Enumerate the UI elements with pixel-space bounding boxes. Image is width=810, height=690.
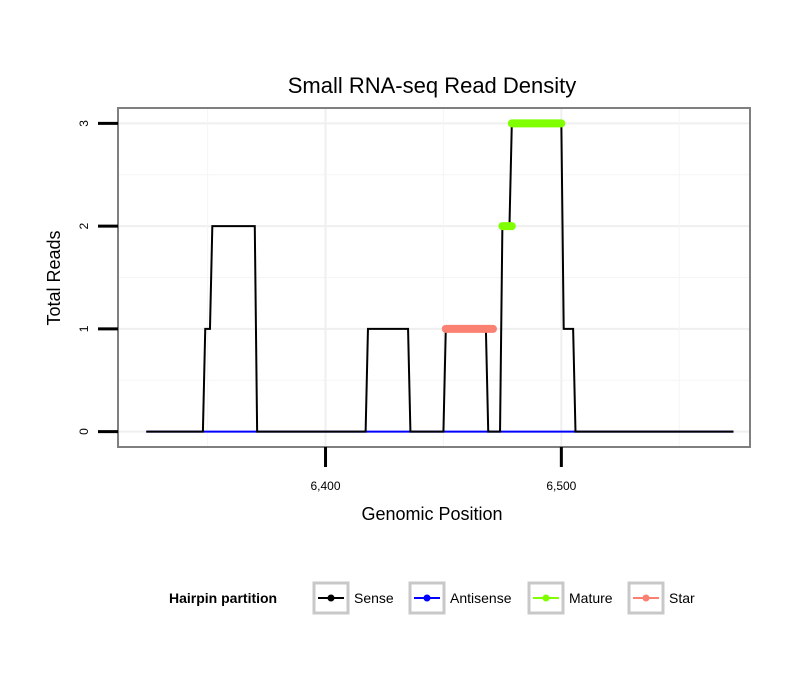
y-tick-label: 1 — [77, 325, 91, 332]
legend-label-star: Star — [669, 590, 695, 606]
y-tick-label: 3 — [77, 120, 91, 127]
legend-key-point-star — [642, 594, 650, 602]
legend-label-sense: Sense — [354, 590, 394, 606]
x-axis-title: Genomic Position — [361, 504, 502, 524]
legend-key-point-mature — [542, 594, 550, 602]
chart-title: Small RNA-seq Read Density — [288, 73, 577, 98]
y-tick-label: 2 — [77, 222, 91, 229]
legend-title: Hairpin partition — [169, 590, 277, 606]
x-tick-label: 6,500 — [546, 479, 576, 493]
x-axis: 6,400 6,500 — [311, 447, 577, 493]
legend: Hairpin partition Sense Antisense Mature St… — [169, 581, 695, 615]
series-layer — [146, 119, 734, 433]
y-axis: 0 1 2 3 — [77, 120, 118, 435]
legend-key-point-antisense — [423, 594, 431, 602]
legend-label-mature: Mature — [569, 590, 613, 606]
y-tick-label: 0 — [77, 428, 91, 435]
grid-lines — [118, 108, 750, 447]
plot-panel-border — [117, 107, 751, 448]
x-tick-label: 6,400 — [311, 479, 341, 493]
y-axis-title: Total Reads — [44, 230, 64, 325]
legend-key-point-sense — [327, 594, 335, 602]
legend-label-antisense: Antisense — [450, 590, 512, 606]
series-line-sense — [146, 122, 734, 433]
